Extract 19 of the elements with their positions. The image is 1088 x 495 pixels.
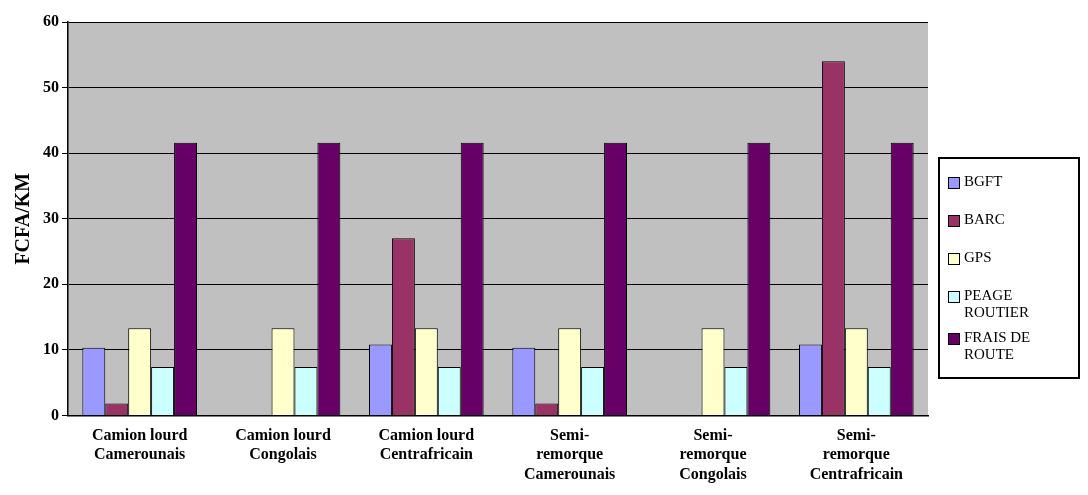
x-tick-label: Camion lourd Camerounais: [91, 426, 188, 463]
legend-label: BARC: [964, 210, 1005, 228]
x-tick-label: Semi-remorque Congolais: [679, 426, 747, 483]
x-tick-label: Semi-remorque Centrafricain: [809, 426, 904, 482]
x-tick-label: Semi-remorque Camerounais: [524, 426, 616, 482]
y-tick-label: 10: [43, 339, 59, 357]
y-tick-label: 0: [51, 405, 59, 423]
y-tick-label: 30: [43, 208, 59, 226]
x-tick-label: Camion lourd Centrafricain: [378, 426, 475, 463]
y-tick-label: 20: [43, 274, 59, 292]
legend-label: GPS: [964, 248, 992, 266]
legend-label: PEAGE ROUTIER: [964, 286, 1030, 321]
x-tick-label: Camion lourd Congolais: [235, 426, 331, 464]
y-tick-label: 40: [43, 143, 59, 161]
y-tick-label: 60: [43, 12, 59, 30]
legend-label: BGFT: [964, 172, 1003, 190]
y-axis-title: FCFA/KM: [11, 172, 34, 265]
y-tick-label: 50: [43, 77, 59, 95]
legend-label: FRAIS DE ROUTE: [964, 328, 1032, 363]
